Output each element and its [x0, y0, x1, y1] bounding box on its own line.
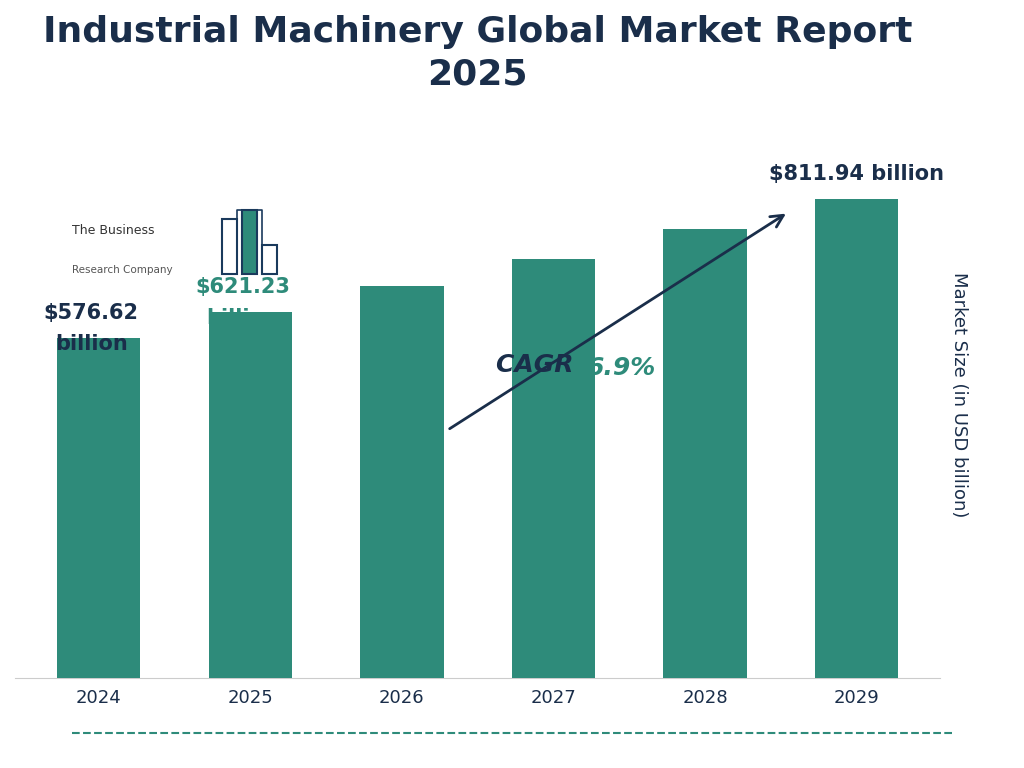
Bar: [57, 338, 140, 678]
Text: 6.9%: 6.9%: [587, 356, 656, 380]
Bar: [815, 199, 898, 678]
Bar: [209, 312, 292, 678]
Text: $621.23: $621.23: [196, 276, 290, 297]
Bar: [262, 245, 276, 274]
Text: CAGR: CAGR: [496, 353, 591, 377]
Bar: [664, 229, 746, 678]
Text: The Business: The Business: [72, 224, 155, 237]
Text: $576.62: $576.62: [44, 303, 138, 323]
Text: $811.94 billion: $811.94 billion: [769, 164, 944, 184]
Bar: [512, 260, 595, 678]
Bar: [221, 219, 237, 274]
Bar: [242, 210, 257, 274]
Text: Research Company: Research Company: [72, 265, 172, 275]
Text: billion: billion: [207, 307, 280, 327]
Y-axis label: Market Size (in USD billion): Market Size (in USD billion): [950, 272, 968, 518]
Text: billion: billion: [54, 334, 128, 354]
Bar: [360, 286, 443, 678]
Title: Industrial Machinery Global Market Report
2025: Industrial Machinery Global Market Repor…: [43, 15, 912, 91]
